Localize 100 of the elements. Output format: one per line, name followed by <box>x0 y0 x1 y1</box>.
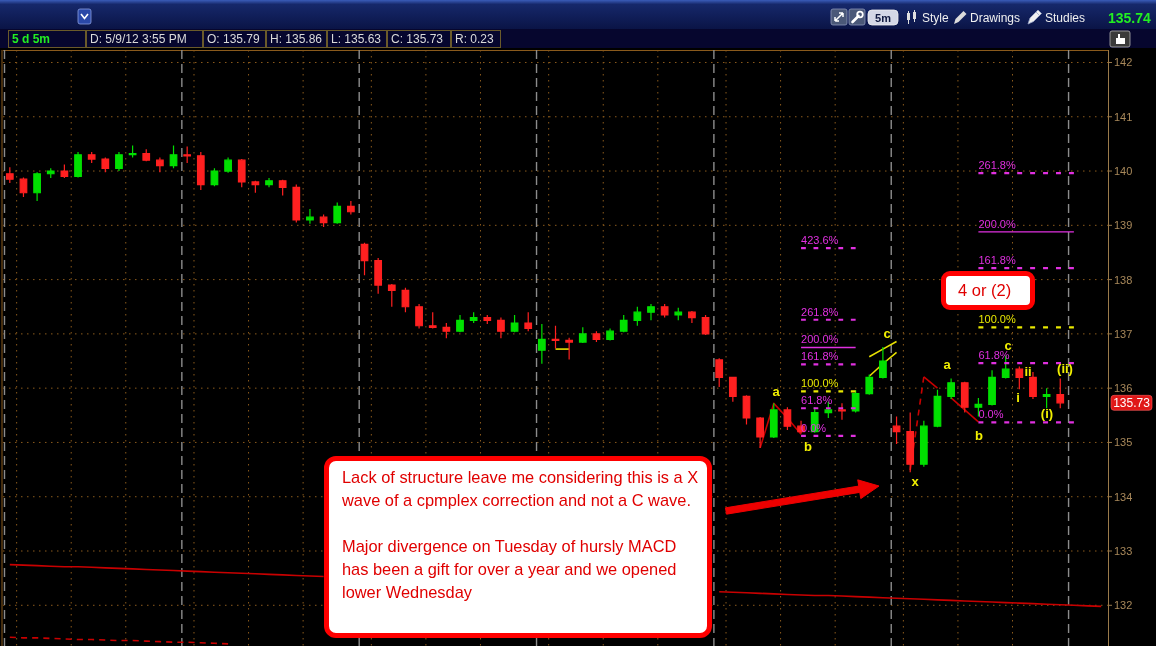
candlestick <box>565 337 574 360</box>
text: H: 135.86 <box>270 32 323 46</box>
series-label: 200.0% <box>978 217 1016 230</box>
annotation: b <box>975 427 984 443</box>
candlestick <box>142 148 151 162</box>
candlestick <box>415 303 423 330</box>
y-tick-label: 133 <box>1114 545 1133 558</box>
text: Drawings <box>970 11 1021 25</box>
candlestick <box>674 307 683 321</box>
candlestick <box>224 156 232 174</box>
annotation: i <box>1016 389 1020 405</box>
candlestick <box>537 323 546 365</box>
line-series <box>9 636 229 645</box>
candlestick <box>483 314 492 325</box>
series-label: 161.8% <box>978 254 1016 267</box>
series-label: 261.8% <box>801 305 839 318</box>
candlestick <box>196 151 205 191</box>
candlestick <box>60 163 69 179</box>
y-tick-label: 140 <box>1114 165 1133 178</box>
candlestick <box>210 167 219 187</box>
candlestick <box>101 156 110 173</box>
candlestick <box>551 325 560 350</box>
y-tick-label: 141 <box>1114 110 1133 123</box>
candlestick <box>715 357 724 388</box>
candlestick <box>469 311 478 324</box>
candlestick <box>647 303 655 321</box>
series-label: 0.0% <box>978 408 1004 421</box>
candlestick <box>360 242 369 276</box>
annotation: ii <box>1024 363 1032 379</box>
text: L: 135.63 <box>331 32 382 46</box>
candlestick <box>783 406 792 431</box>
candlestick <box>237 158 246 188</box>
annotation: x <box>911 473 920 489</box>
candlestick <box>456 314 464 333</box>
text: D: 5/9/12 3:55 PM <box>90 32 187 46</box>
candlestick <box>865 374 874 396</box>
y-tick-label: 132 <box>1114 599 1133 612</box>
candlestick <box>292 184 301 224</box>
candlestick <box>251 180 260 194</box>
text: Style <box>922 11 949 25</box>
series-label: 161.8% <box>801 350 839 363</box>
series-label: 423.6% <box>801 234 839 247</box>
candlestick <box>46 167 55 179</box>
y-tick-label: 135 <box>1114 436 1133 449</box>
candlestick <box>919 420 928 468</box>
candlestick <box>592 330 601 343</box>
candlestick <box>1029 371 1037 400</box>
annotation: a <box>772 383 781 399</box>
candlestick <box>960 381 969 414</box>
candlestick <box>1042 387 1051 409</box>
candlestick <box>128 144 137 159</box>
candlestick <box>688 310 696 324</box>
candlestick <box>756 416 764 449</box>
candlestick <box>892 415 901 445</box>
candlestick <box>265 177 273 188</box>
candlestick <box>156 156 164 173</box>
candlestick <box>769 402 778 439</box>
series-label: 100.0% <box>801 377 839 390</box>
candlestick <box>442 322 451 339</box>
text: 135.74 <box>1108 10 1152 26</box>
series-label: 61.8% <box>978 349 1010 362</box>
candlestick <box>1056 377 1065 409</box>
candlestick <box>1015 365 1024 390</box>
text: Studies <box>1045 11 1086 25</box>
y-tick-label: 142 <box>1114 56 1133 69</box>
candlestick <box>87 151 96 164</box>
callout-box: 4 or (2) <box>941 271 1035 310</box>
candlestick <box>838 402 846 421</box>
candlestick <box>401 287 410 313</box>
candlestick <box>742 394 751 426</box>
candlestick <box>933 389 942 428</box>
candlestick <box>115 151 123 172</box>
y-tick-label: 134 <box>1114 490 1133 503</box>
line-series <box>759 402 802 449</box>
series-label: 100.0% <box>978 313 1016 326</box>
chart-title: 5 d 5m <box>12 32 51 46</box>
candlestick <box>387 283 396 308</box>
annotation: b <box>804 438 813 454</box>
candlestick <box>319 213 328 228</box>
candlestick <box>306 208 314 225</box>
text: C: 135.73 <box>391 32 444 46</box>
candlestick <box>947 377 955 400</box>
annotation: (i) <box>1040 405 1054 421</box>
y-tick-label: 137 <box>1114 327 1133 340</box>
candlestick <box>183 146 192 164</box>
candlestick <box>347 200 355 216</box>
candlestick <box>74 151 82 179</box>
candlestick <box>5 166 14 184</box>
candlestick <box>428 311 437 330</box>
candlestick <box>333 201 342 225</box>
candlestick <box>169 144 178 169</box>
annotation: Lack of structure leave me considering this is a X wave of a cpmplex correction and not a C wave. <box>342 467 700 511</box>
candlestick <box>278 179 287 197</box>
candlestick <box>660 303 669 319</box>
annotation: Major divergence on Tuesday of hursly MACD has been a gift for over a year and we opened lower Wednesday <box>342 536 678 603</box>
candlestick <box>524 311 533 332</box>
candlestick <box>606 327 614 341</box>
y-tick-label: 139 <box>1114 219 1133 232</box>
candlestick <box>374 257 383 295</box>
text: R: 0.23 <box>455 32 495 46</box>
